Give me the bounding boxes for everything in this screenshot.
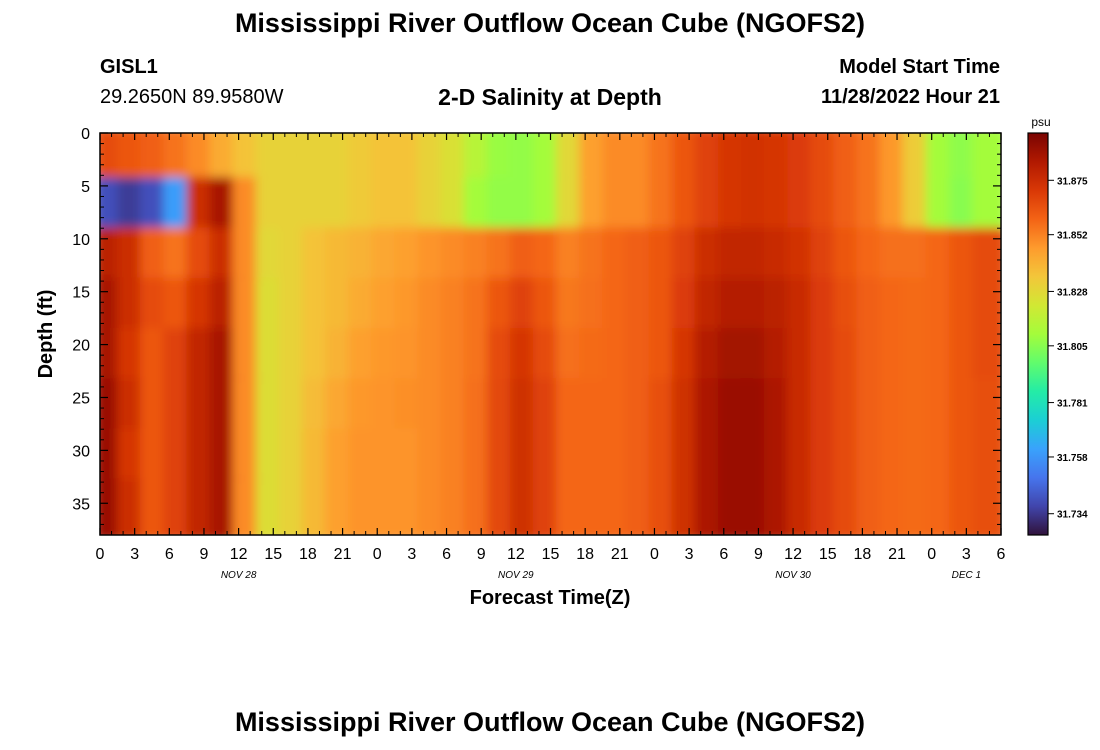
x-tick-label: 3 [130,546,139,563]
date-labels: NOV 28 NOV 29 NOV 30 DEC 1 [221,570,981,581]
y-tick-label: 5 [81,179,90,196]
x-tick-label: 21 [334,546,352,563]
x-tick-label: 9 [754,546,763,563]
date-label: NOV 30 [775,570,811,581]
colorbar-tick-label: 31.758 [1057,453,1088,464]
colorbar-tick-label: 31.852 [1057,231,1088,242]
colorbar-tick-label: 31.781 [1057,399,1088,410]
salinity-heatmap-chart: 0 3 6 9 12 15 18 21 0 3 6 9 12 15 18 21 0 3 6 9 12 15 18 21 0 3 6 … [35,115,1088,609]
x-tick-label: 15 [819,546,837,563]
station-id: GISL1 [100,56,158,78]
x-tick-label: 6 [997,546,1006,563]
date-label: NOV 29 [498,570,534,581]
x-tick-label: 12 [507,546,525,563]
heatmap-cell [971,478,1001,535]
x-tick-label: 12 [784,546,802,563]
model-start-value: 11/28/2022 Hour 21 [820,86,1000,108]
y-tick-label: 15 [72,285,90,302]
x-axis-title: Forecast Time(Z) [470,587,631,609]
y-tick-label: 20 [72,338,90,355]
plot-subtitle: 2-D Salinity at Depth [438,84,662,110]
footer-title: Mississippi River Outflow Ocean Cube (NG… [234,707,866,737]
x-tick-label: 6 [442,546,451,563]
colorbar: psu 31.875 31.852 31.828 31.805 31.781 31.758… [1027,115,1088,536]
x-tick-label: 0 [927,546,936,563]
x-tick-label: 6 [165,546,174,563]
date-label: NOV 28 [221,570,257,581]
x-tick-label: 21 [611,546,629,563]
colorbar-tick-label: 31.828 [1057,287,1088,298]
x-tick-label: 6 [719,546,728,563]
x-tick-label: 18 [299,546,317,563]
x-tick-label: 15 [264,546,282,563]
x-tick-label: 9 [477,546,486,563]
heatmap-cells [100,133,1001,535]
y-tick-label: 25 [72,390,90,407]
y-tick-label: 0 [81,126,90,143]
x-tick-label: 0 [373,546,382,563]
x-tick-label: 3 [685,546,694,563]
colorbar-scale [1027,132,1049,536]
page-title: Mississippi River Outflow Ocean Cube (NG… [234,8,866,38]
x-tick-label: 0 [96,546,105,563]
date-label: DEC 1 [952,570,981,581]
x-axis: 0 3 6 9 12 15 18 21 0 3 6 9 12 15 18 21 0 3 6 9 12 15 18 21 0 3 6 [96,133,1006,563]
colorbar-tick-label: 31.734 [1057,510,1088,521]
x-tick-label: 0 [650,546,659,563]
x-tick-label: 12 [230,546,248,563]
y-tick-label: 30 [72,443,90,460]
y-axis: 0 5 10 15 20 25 30 35 [72,126,1001,525]
y-tick-label: 10 [72,232,90,249]
y-axis-title: Depth (ft) [35,290,57,379]
colorbar-unit-label: psu [1031,115,1050,129]
station-coordinates: 29.2650N 89.9580W [100,86,284,108]
colorbar-tick-label: 31.875 [1057,176,1088,187]
x-tick-label: 3 [962,546,971,563]
x-tick-label: 18 [853,546,871,563]
x-tick-label: 18 [576,546,594,563]
colorbar-tick-label: 31.805 [1057,342,1088,353]
x-tick-label: 15 [542,546,560,563]
x-tick-label: 9 [200,546,209,563]
x-tick-label: 3 [407,546,416,563]
model-start-label: Model Start Time [839,56,1000,78]
x-tick-label: 21 [888,546,906,563]
y-tick-label: 35 [72,496,90,513]
